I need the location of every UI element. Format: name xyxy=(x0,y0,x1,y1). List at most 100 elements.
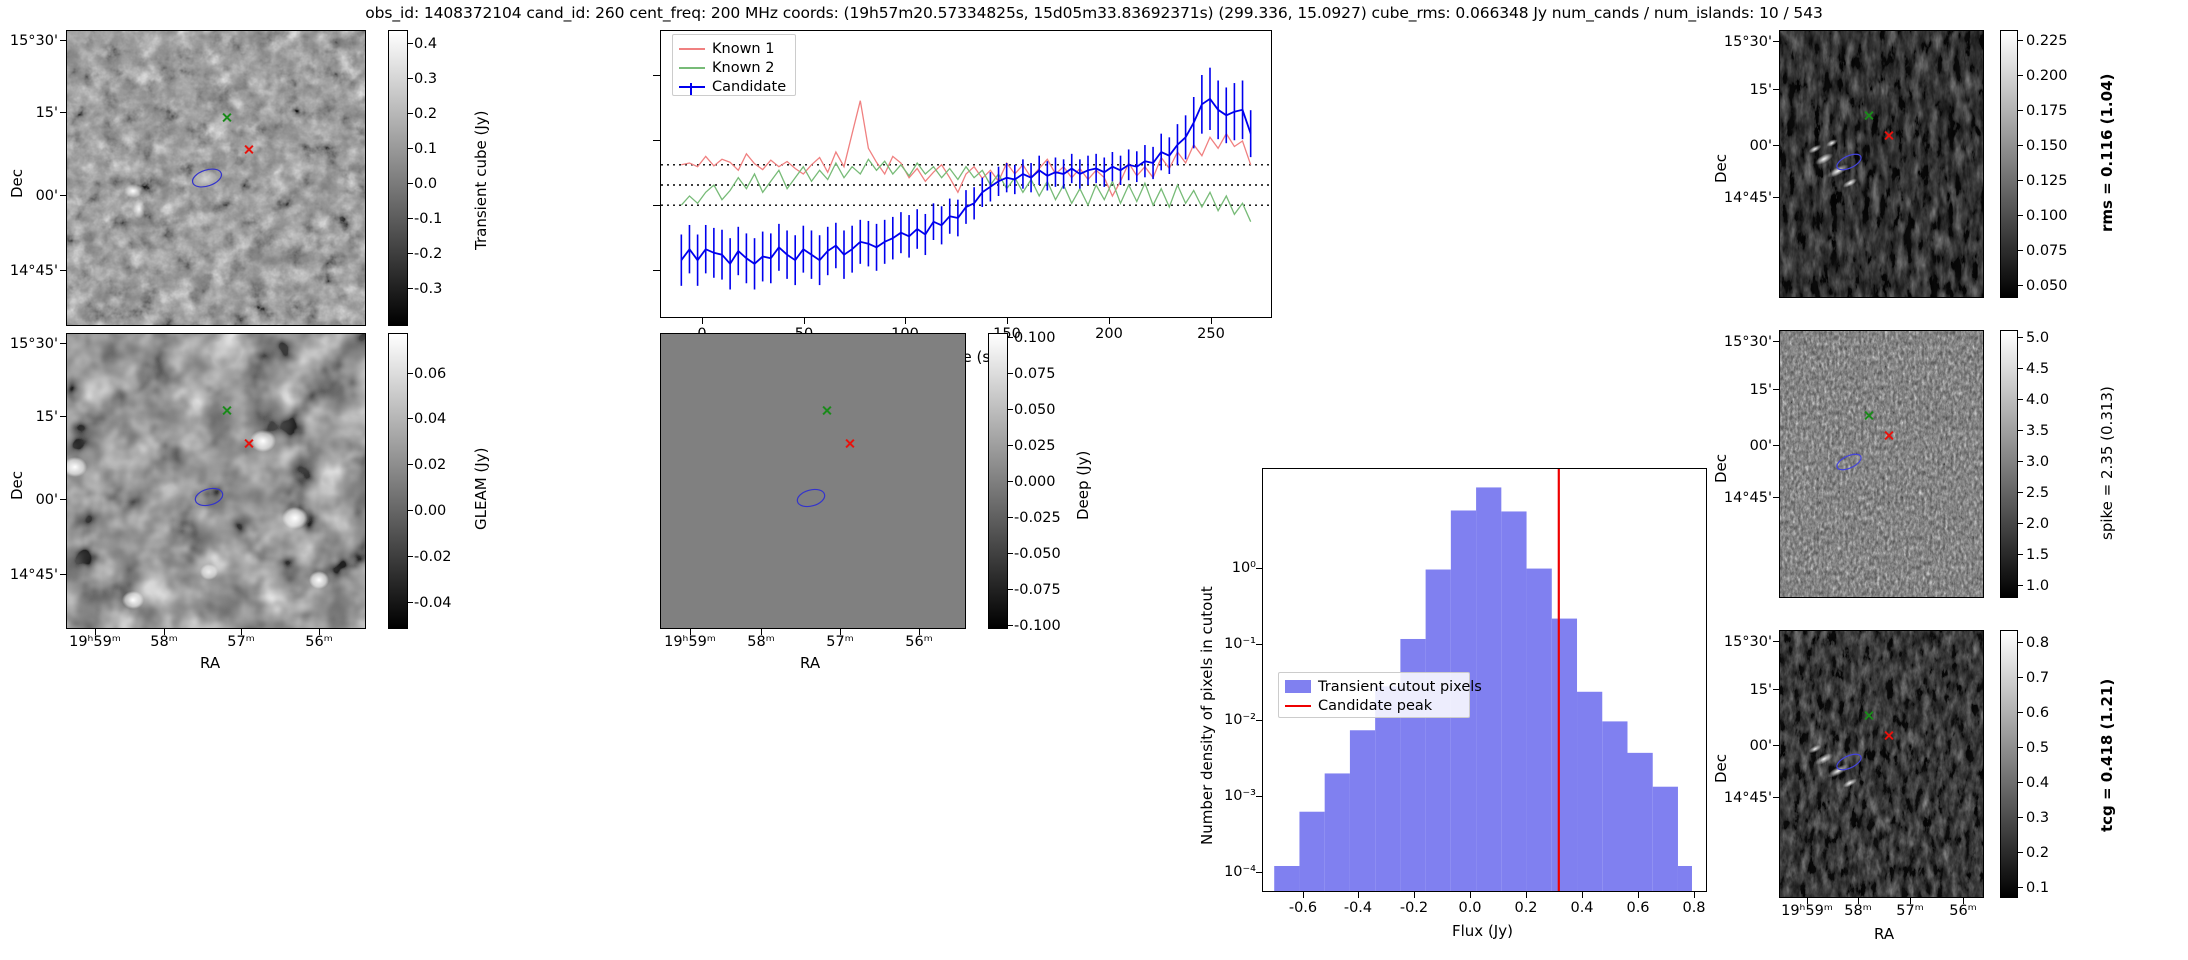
cutout-pixels-swatch xyxy=(1285,680,1311,693)
rms-colorbar-label: rms = 0.116 (1.04) xyxy=(2098,73,2116,232)
spike-colorbar xyxy=(2000,330,2018,598)
spike-cb-mark-1 xyxy=(2018,368,2023,370)
lc-xtick-mark-2 xyxy=(905,318,907,324)
lc-ytick-3 xyxy=(653,270,660,272)
cube-cb-mark-3 xyxy=(408,148,413,150)
cube-cb-mark-4 xyxy=(408,183,413,185)
rms-cb-mark-7 xyxy=(2018,285,2023,287)
tcg-cb-tick-7: 0.1 xyxy=(2026,880,2050,896)
deep-xtick-3: 56ᵐ xyxy=(905,634,933,650)
cube-cb-tick-6: -0.2 xyxy=(414,246,443,262)
lc-ytick-1 xyxy=(653,140,660,142)
rms-cb-tick-5: 0.100 xyxy=(2026,208,2068,224)
spike-cb-mark-3 xyxy=(2018,430,2023,432)
spike-cb-mark-0 xyxy=(2018,337,2023,339)
tcg-ytick-mark-2 xyxy=(1773,745,1779,747)
deep-cb-tick-2: 0.050 xyxy=(1014,402,1056,418)
tcg-ytick-mark-0 xyxy=(1773,641,1779,643)
gleam-xtick-mark-1 xyxy=(164,629,166,635)
island-contour xyxy=(191,168,223,188)
gleam-colorbar xyxy=(388,333,408,629)
deep-cb-tick-1: 0.075 xyxy=(1014,366,1056,382)
tcg-cb-mark-2 xyxy=(2018,712,2023,714)
deep-colorbar-label: Deep (Jy) xyxy=(1074,450,1092,520)
spike-image[interactable] xyxy=(1779,330,1984,598)
deep-cb-mark-0 xyxy=(1008,337,1013,339)
deep-xtick-2: 57ᵐ xyxy=(826,634,854,650)
deep-xtick-mark-3 xyxy=(919,629,921,635)
deep-island-contour xyxy=(796,488,826,508)
hist-xtick-7: 0.8 xyxy=(1682,900,1706,916)
tcg-ytick-1: 15' xyxy=(1749,682,1772,698)
spike-cb-mark-6 xyxy=(2018,523,2023,525)
spike-cb-tick-5: 2.5 xyxy=(2026,485,2050,501)
gleam-island-contour xyxy=(194,487,224,507)
transient-cube-noise xyxy=(67,31,365,325)
cube-ytick-mark-2 xyxy=(60,195,66,197)
gleam-cb-tick-0: 0.06 xyxy=(414,366,447,382)
rms-ytick-mark-3 xyxy=(1773,197,1779,199)
gleam-ytick-mark-3 xyxy=(60,574,66,576)
deep-cb-mark-4 xyxy=(1008,481,1013,483)
tcg-xtick-mark-2 xyxy=(1910,898,1912,904)
tcg-cb-tick-6: 0.2 xyxy=(2026,845,2050,861)
tcg-cb-mark-1 xyxy=(2018,677,2023,679)
histogram-legend[interactable]: Transient cutout pixels Candidate peak xyxy=(1278,672,1482,718)
tcg-image[interactable] xyxy=(1779,630,1984,898)
hist-ytick-0: 10⁰ xyxy=(1231,560,1256,576)
spike-ytick-1: 15' xyxy=(1749,382,1772,398)
gleam-xtick-2: 57ᵐ xyxy=(227,634,255,650)
series-known-2 xyxy=(680,158,1252,222)
rms-cb-tick-0: 0.225 xyxy=(2026,33,2068,49)
hist-ytick-mark-3 xyxy=(1256,796,1262,798)
tcg-cb-mark-4 xyxy=(2018,782,2023,784)
cube-cb-mark-6 xyxy=(408,253,413,255)
cube-cb-tick-4: 0.0 xyxy=(414,176,438,192)
flux-histogram-plot[interactable] xyxy=(1262,468,1707,892)
rms-cb-mark-6 xyxy=(2018,250,2023,252)
gleam-image[interactable] xyxy=(66,333,366,629)
hist-xtick-mark-3 xyxy=(1470,892,1472,898)
tcg-ytick-mark-3 xyxy=(1773,797,1779,799)
gleam-xtick-1: 58ᵐ xyxy=(150,634,178,650)
rms-ytick-2: 00' xyxy=(1749,138,1772,154)
deep-image[interactable] xyxy=(660,333,966,629)
deep-cb-tick-5: -0.025 xyxy=(1014,510,1061,526)
gleam-colorbar-label: GLEAM (Jy) xyxy=(472,447,490,530)
lightcurve-canvas xyxy=(661,67,1271,290)
legend-row-candidate: Candidate xyxy=(679,77,789,96)
hist-xtick-1: -0.4 xyxy=(1343,900,1373,916)
hist-xtick-3: 0.0 xyxy=(1458,900,1482,916)
deep-cb-tick-3: 0.025 xyxy=(1014,438,1056,454)
gleam-cb-tick-4: -0.02 xyxy=(414,549,452,565)
gleam-xtick-mark-0 xyxy=(95,629,97,635)
legend-row-known2: Known 2 xyxy=(679,58,789,77)
cube-cb-mark-7 xyxy=(408,288,413,290)
hist-xtick-mark-6 xyxy=(1638,892,1640,898)
gleam-ytick-mark-0 xyxy=(60,343,66,345)
hist-xtick-mark-4 xyxy=(1526,892,1528,898)
transient-cube-image[interactable] xyxy=(66,30,366,326)
gleam-ytick-0: 15°30' xyxy=(9,336,58,352)
cube-cb-mark-1 xyxy=(408,78,413,80)
spike-ytick-mark-1 xyxy=(1773,389,1779,391)
rms-image[interactable] xyxy=(1779,30,1984,298)
rms-cb-mark-3 xyxy=(2018,145,2023,147)
hist-xtick-0: -0.6 xyxy=(1288,900,1318,916)
gleam-cb-tick-5: -0.04 xyxy=(414,595,452,611)
rms-cb-mark-0 xyxy=(2018,40,2023,42)
gleam-cb-mark-4 xyxy=(408,556,413,558)
spike-cb-mark-8 xyxy=(2018,585,2023,587)
rms-cb-mark-2 xyxy=(2018,110,2023,112)
rms-ytick-mark-2 xyxy=(1773,145,1779,147)
lightcurve-legend[interactable]: Known 1 Known 2 Candidate xyxy=(672,34,796,96)
lc-xtick-mark-4 xyxy=(1109,318,1111,324)
deep-cb-mark-1 xyxy=(1008,373,1013,375)
known2-label: Known 2 xyxy=(712,59,775,76)
deep-cb-mark-8 xyxy=(1008,625,1013,627)
gleam-xtick-0: 19ʰ59ᵐ xyxy=(69,634,121,650)
gleam-xtick-3: 56ᵐ xyxy=(305,634,333,650)
deep-xtick-mark-1 xyxy=(761,629,763,635)
gleam-xlabel: RA xyxy=(200,654,221,672)
cube-ytick-mark-0 xyxy=(60,40,66,42)
